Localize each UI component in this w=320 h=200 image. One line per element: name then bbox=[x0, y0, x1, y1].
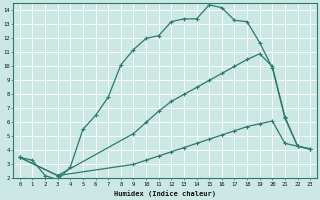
X-axis label: Humidex (Indice chaleur): Humidex (Indice chaleur) bbox=[114, 190, 216, 197]
